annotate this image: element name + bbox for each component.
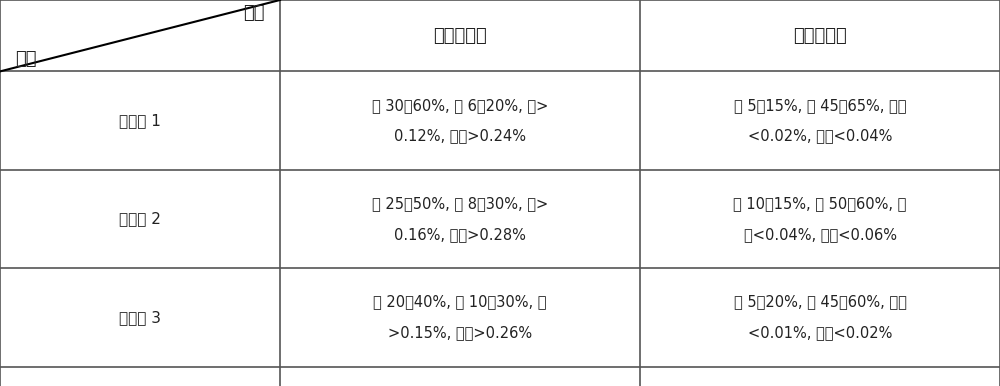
Text: 铅 5～20%, 锌 45～60%, 含氟: 铅 5～20%, 锌 45～60%, 含氟 bbox=[734, 295, 906, 310]
Text: 0.16%, 含氯>0.28%: 0.16%, 含氯>0.28% bbox=[394, 227, 526, 242]
Text: 铅 30～60%, 锌 6～20%, 氟>: 铅 30～60%, 锌 6～20%, 氟> bbox=[372, 98, 548, 113]
Text: <0.01%, 含氯<0.02%: <0.01%, 含氯<0.02% bbox=[748, 325, 892, 340]
Text: 铅 10～15%, 锌 50～60%, 含: 铅 10～15%, 锌 50～60%, 含 bbox=[733, 196, 907, 211]
Text: 熔炼室烟尘: 熔炼室烟尘 bbox=[433, 27, 487, 45]
Text: 铅 25～50%, 锌 8～30%, 氟>: 铅 25～50%, 锌 8～30%, 氟> bbox=[372, 196, 548, 211]
Text: 0.12%, 含氯>0.24%: 0.12%, 含氯>0.24% bbox=[394, 129, 526, 144]
Text: 组数: 组数 bbox=[15, 49, 36, 68]
Text: 氟<0.04%, 含氯<0.06%: 氟<0.04%, 含氯<0.06% bbox=[744, 227, 897, 242]
Text: 挥发室烟尘: 挥发室烟尘 bbox=[793, 27, 847, 45]
Text: <0.02%, 含氯<0.04%: <0.02%, 含氯<0.04% bbox=[748, 129, 892, 144]
Text: 实施例 3: 实施例 3 bbox=[119, 310, 161, 325]
Text: 铅 20～40%, 锌 10～30%, 氟: 铅 20～40%, 锌 10～30%, 氟 bbox=[373, 295, 547, 310]
Text: 实施例 2: 实施例 2 bbox=[119, 212, 161, 227]
Text: 铅 5～15%, 锌 45～65%, 含氟: 铅 5～15%, 锌 45～65%, 含氟 bbox=[734, 98, 906, 113]
Text: 实施例 1: 实施例 1 bbox=[119, 113, 161, 128]
Text: >0.15%, 含氯>0.26%: >0.15%, 含氯>0.26% bbox=[388, 325, 532, 340]
Text: 指标: 指标 bbox=[244, 4, 265, 22]
